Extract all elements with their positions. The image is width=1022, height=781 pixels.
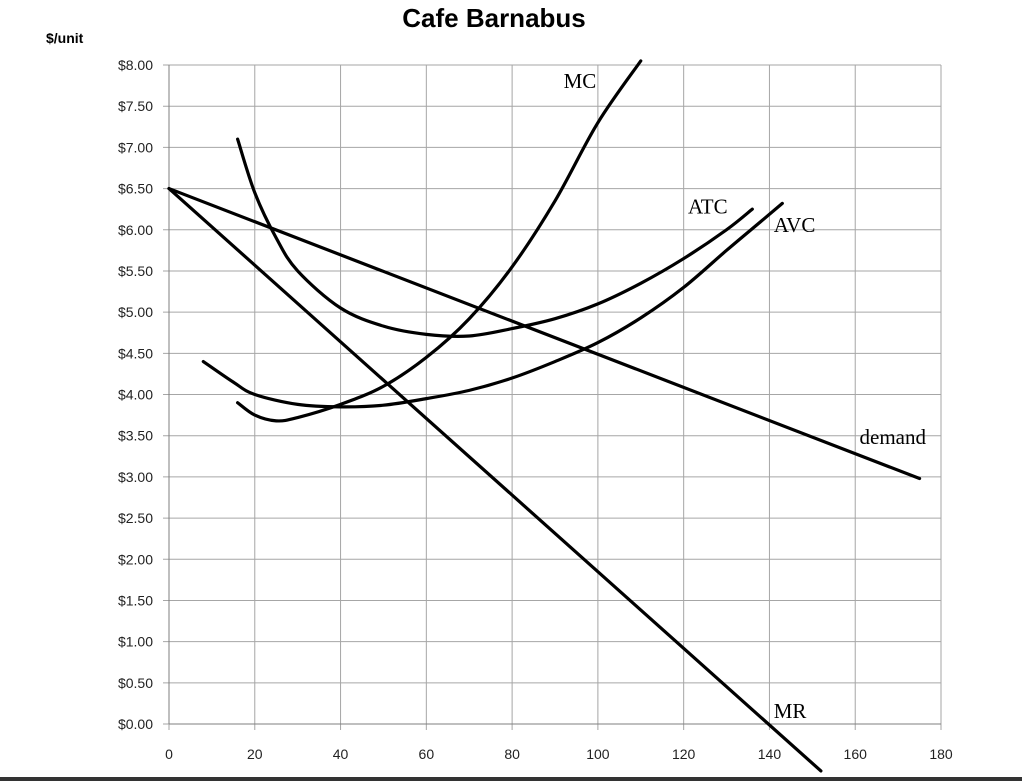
x-tick-label: 60 xyxy=(419,746,435,762)
curves xyxy=(167,59,922,773)
curve-labels: MC ATC AVC demand MR xyxy=(564,69,927,723)
curve-avc xyxy=(201,201,784,409)
y-tick-label: $0.50 xyxy=(118,675,153,691)
y-tick-label: $2.00 xyxy=(118,551,153,567)
y-tick-label: $8.00 xyxy=(118,57,153,73)
label-mc: MC xyxy=(564,69,597,93)
chart-title: Cafe Barnabus xyxy=(402,3,586,33)
curve-demand xyxy=(167,186,922,481)
y-tick-label: $5.50 xyxy=(118,263,153,279)
x-tick-label: 0 xyxy=(165,746,173,762)
tick-labels: $0.00 $0.50 $1.00 $1.50 $2.00 $2.50 $3.00 $3.50… xyxy=(118,57,953,762)
y-tick-label: $1.00 xyxy=(118,634,153,650)
label-mr: MR xyxy=(774,699,807,723)
x-tick-label: 120 xyxy=(672,746,696,762)
y-tick-label: $6.00 xyxy=(118,222,153,238)
x-tick-label: 80 xyxy=(504,746,520,762)
y-tick-label: $1.50 xyxy=(118,592,153,608)
y-axis-unit-label: $/unit xyxy=(46,30,84,46)
y-tick-label: $4.50 xyxy=(118,345,153,361)
curve-mr xyxy=(167,186,823,773)
y-tick-label: $7.50 xyxy=(118,98,153,114)
curve-atc xyxy=(236,137,754,338)
label-demand: demand xyxy=(860,425,927,449)
x-tick-label: 180 xyxy=(929,746,953,762)
y-tick-label: $6.50 xyxy=(118,181,153,197)
y-tick-label: $0.00 xyxy=(118,716,153,732)
gridlines xyxy=(163,64,942,730)
y-tick-label: $7.00 xyxy=(118,139,153,155)
x-tick-label: 20 xyxy=(247,746,263,762)
y-tick-label: $2.50 xyxy=(118,510,153,526)
x-tick-label: 40 xyxy=(333,746,349,762)
bottom-border xyxy=(0,777,1022,781)
y-tick-label: $3.50 xyxy=(118,428,153,444)
x-tick-label: 140 xyxy=(758,746,782,762)
y-tick-label: $4.00 xyxy=(118,387,153,403)
y-tick-label: $5.00 xyxy=(118,304,153,320)
x-tick-label: 100 xyxy=(586,746,610,762)
label-avc: AVC xyxy=(774,213,816,237)
x-tick-label: 160 xyxy=(844,746,868,762)
y-tick-label: $3.00 xyxy=(118,469,153,485)
curve-mc xyxy=(236,59,643,423)
label-atc: ATC xyxy=(688,194,728,218)
